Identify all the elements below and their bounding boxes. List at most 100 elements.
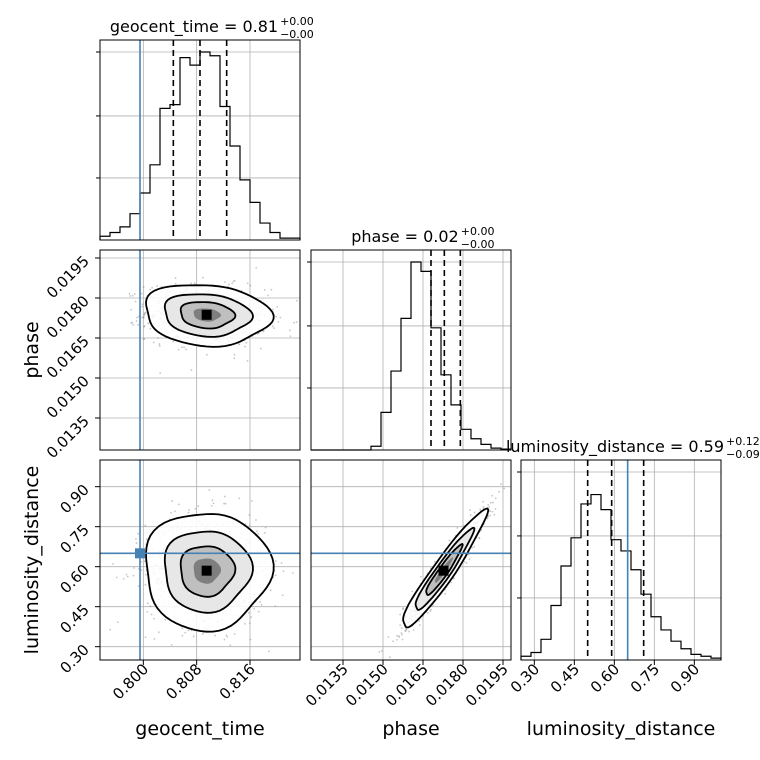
sample-point [253, 607, 256, 610]
sample-point [493, 513, 496, 516]
sample-point [145, 573, 147, 576]
panel-content [100, 460, 304, 660]
sample-point [146, 610, 149, 613]
sample-point [181, 627, 184, 630]
sample-point [144, 583, 147, 586]
sample-point [401, 638, 404, 641]
sample-point [226, 635, 229, 638]
sample-point [248, 524, 251, 527]
y-tick-label: 0.75 [56, 521, 92, 557]
sample-point [142, 316, 145, 319]
sample-point [274, 605, 277, 608]
panel-frame [99, 459, 301, 661]
panel-title-main: phase = 0.02 [351, 227, 458, 246]
y-tick-label: 0.0180 [43, 292, 93, 342]
sample-point [174, 282, 177, 285]
sample-point [171, 500, 174, 502]
sample-point [134, 300, 137, 303]
sample-point [486, 517, 489, 520]
sample-point [487, 503, 490, 506]
sample-point [233, 353, 236, 356]
sample-point [456, 527, 459, 529]
sample-point [130, 308, 133, 311]
panel-frame [99, 249, 301, 451]
sample-point [488, 505, 491, 508]
sample-point [193, 282, 196, 285]
sample-point [233, 357, 236, 360]
histogram-panel-geocent_time: geocent_time = 0.81 +0.00−0.00 [96, 15, 314, 241]
sample-point [231, 282, 234, 285]
panel-title-upper-error: +0.00 [461, 225, 495, 238]
x-tick-label: 0.808 [162, 660, 205, 703]
sample-point [164, 618, 167, 621]
sample-point [247, 611, 250, 614]
sample-point [277, 320, 280, 323]
sample-point [433, 560, 436, 563]
sample-point [147, 322, 150, 325]
sample-point [224, 502, 227, 505]
sample-point [255, 266, 258, 269]
sample-point [257, 610, 260, 613]
sample-point [378, 650, 381, 653]
sample-point [143, 338, 145, 341]
panel-frame [520, 459, 722, 661]
panel-title-lower-error: −0.00 [280, 28, 314, 41]
sample-point [302, 558, 304, 560]
y-axis-label: phase [21, 321, 43, 378]
x-axis-label: phase [382, 718, 439, 740]
sample-point [174, 277, 177, 279]
sample-point [289, 329, 291, 332]
panel-title-main: geocent_time = 0.81 [110, 17, 278, 37]
sample-point [197, 505, 200, 508]
panel-title-upper-error: +0.00 [280, 15, 314, 28]
sample-point [494, 508, 497, 510]
sample-point [109, 628, 112, 631]
sample-point [177, 348, 180, 351]
sample-point [405, 628, 408, 631]
scatter-panel-geocent_time-vs-luminosity_distance [99, 459, 304, 661]
sample-point [400, 627, 403, 629]
sample-point [144, 311, 147, 314]
sample-point [137, 315, 140, 318]
density-peak [438, 565, 449, 576]
y-axis-label: luminosity_distance [21, 466, 43, 655]
sample-point [482, 505, 485, 508]
sample-point [273, 327, 276, 330]
sample-point [400, 632, 403, 635]
sample-point [257, 532, 259, 535]
sample-point [140, 292, 143, 295]
sample-point [156, 285, 158, 287]
sample-point [187, 511, 190, 514]
panel-background [311, 460, 511, 660]
sample-point [141, 303, 144, 306]
sample-point [143, 314, 146, 316]
sample-point [471, 546, 473, 549]
sample-point [131, 321, 134, 324]
sample-point [399, 624, 402, 627]
truth-marker [135, 548, 145, 559]
sample-point [482, 500, 485, 503]
sample-point [392, 640, 394, 643]
sample-point [293, 321, 296, 324]
sample-point [190, 369, 193, 371]
sample-point [137, 532, 140, 535]
sample-point [137, 323, 140, 326]
x-axis-label: luminosity_distance [527, 718, 716, 740]
sample-point [177, 503, 180, 506]
y-tick-label: 0.60 [56, 561, 92, 597]
x-tick-label: 0.45 [547, 660, 583, 696]
sample-point [158, 344, 161, 347]
sample-point [149, 288, 152, 291]
sample-point [143, 325, 145, 328]
sample-point [238, 343, 241, 346]
sample-point [157, 631, 160, 634]
sample-point [450, 581, 453, 584]
x-tick-label: 0.0165 [382, 660, 432, 710]
sample-point [388, 656, 391, 659]
x-tick-label: 0.90 [667, 660, 703, 696]
sample-point [135, 320, 138, 322]
sample-point [411, 590, 414, 593]
sample-point [244, 622, 246, 625]
x-tick-label: 0.800 [109, 660, 152, 703]
